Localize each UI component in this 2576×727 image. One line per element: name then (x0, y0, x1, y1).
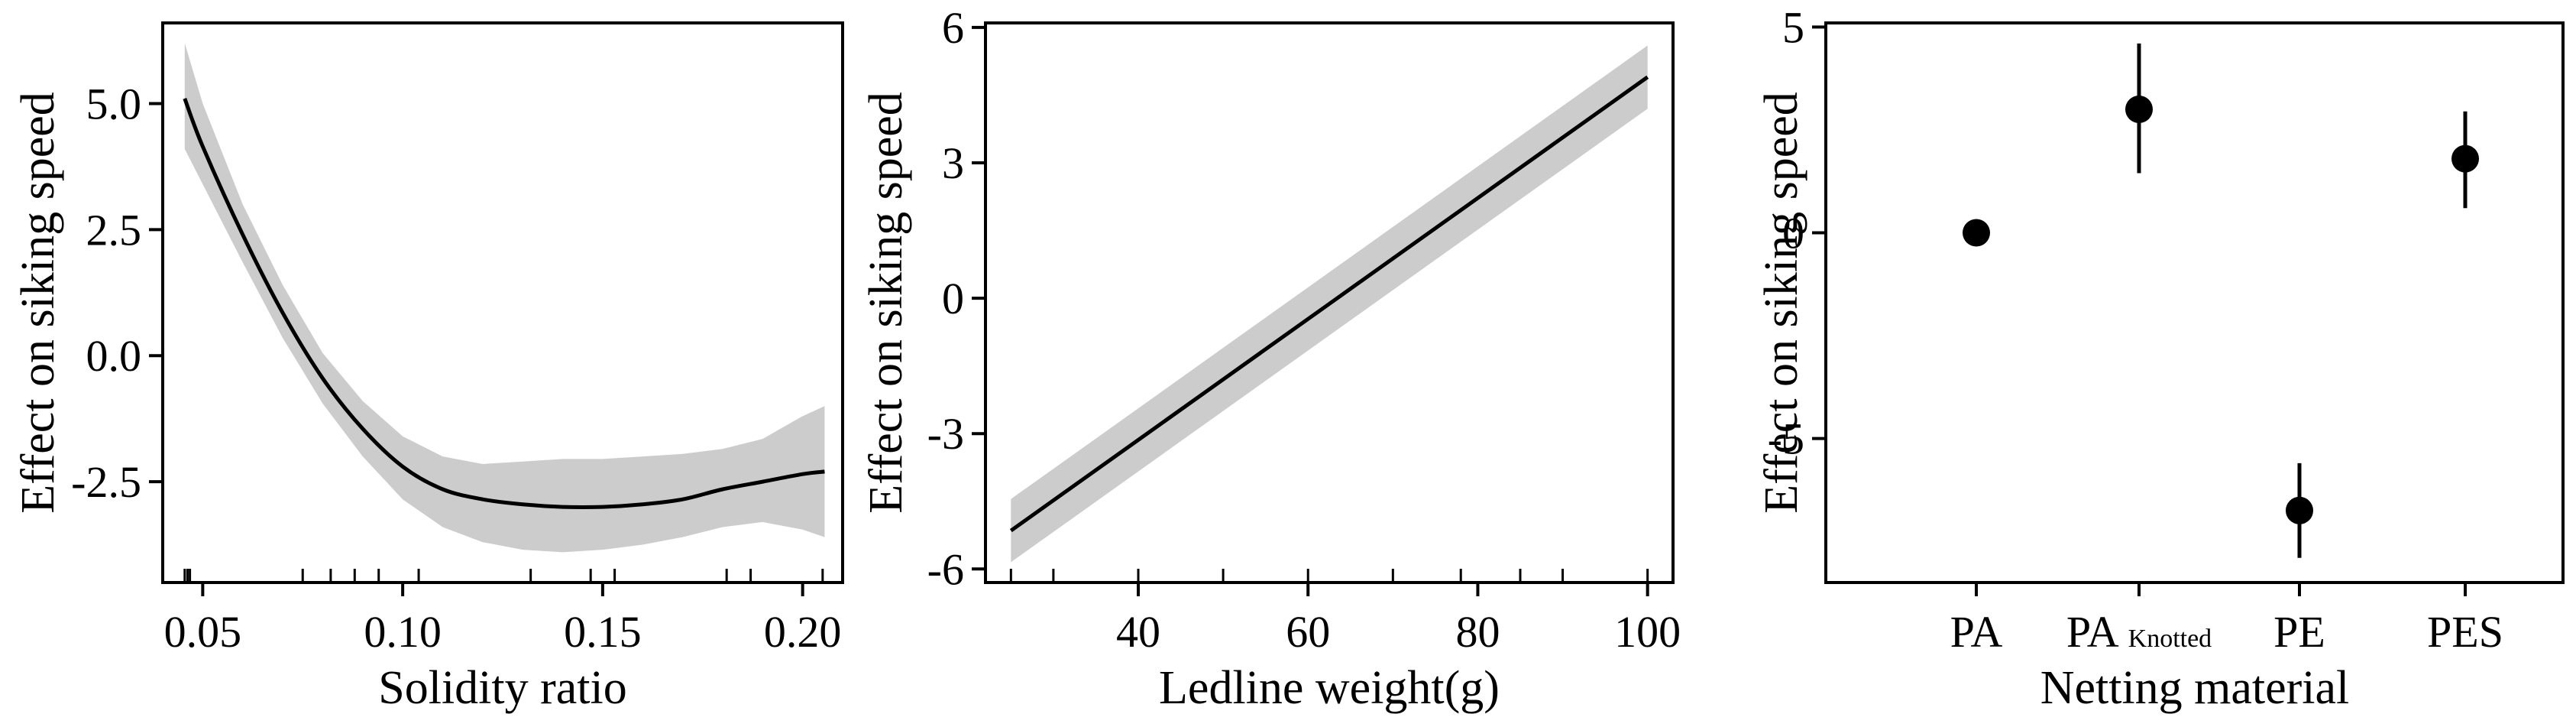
x-tick-label: 60 (1286, 607, 1330, 657)
y-tick-label: -5 (1768, 414, 1804, 464)
y-axis-ticks: 5 0 -5 (1768, 2, 1826, 464)
x-tick-label: 0.10 (364, 607, 442, 657)
x-tick-label: PA Knotted (2066, 607, 2212, 657)
y-tick-label: -3 (927, 409, 964, 459)
panel-solidity-ratio: 0.05 0.10 0.15 0.20 5.0 2.5 0.0 -2.5 Solidity … (12, 21, 844, 714)
y-tick-label: 0.0 (86, 331, 142, 381)
x-axis-ticks: PA PA Knotted PE PES (1950, 583, 2503, 657)
y-tick-label: 3 (942, 138, 964, 188)
y-axis-title: Effect on siking speed (12, 92, 64, 514)
plot-frame (161, 21, 844, 584)
x-tick-label: PES (2427, 607, 2503, 657)
confidence-band (184, 43, 825, 553)
x-tick-label: 0.20 (764, 607, 842, 657)
y-tick-label: 2.5 (86, 205, 142, 255)
y-tick-label: -2.5 (71, 457, 141, 507)
x-tick-label: 80 (1455, 607, 1500, 657)
point-estimates (1963, 43, 2479, 558)
rug-ticks (183, 569, 824, 583)
y-tick-label: 6 (942, 3, 964, 53)
plot-frame (1824, 21, 2565, 584)
x-axis-ticks: 0.05 0.10 0.15 0.20 (164, 583, 842, 657)
point-estimate (2451, 144, 2479, 173)
y-tick-label: -6 (927, 544, 964, 594)
x-axis-ticks: 40 60 80 100 (1116, 583, 1681, 657)
panel-ledline-weight: 40 60 80 100 6 3 0 -3 -6 Ledline weight(g) Effe… (860, 3, 1681, 714)
point-estimate (2286, 496, 2313, 524)
x-tick-label: PA (1950, 607, 2003, 657)
x-tick-label: 40 (1116, 607, 1160, 657)
panel-netting-material: PA PA Knotted PE PES 5 0 -5 Netting material E… (1756, 2, 2565, 714)
rug-ticks (1009, 569, 1649, 583)
x-tick-label: PE (2273, 607, 2325, 657)
x-axis-title: Solidity ratio (378, 662, 627, 714)
point-estimate (1963, 219, 1990, 247)
x-tick-label: 0.15 (564, 607, 642, 657)
effect-line (183, 98, 825, 509)
y-axis-ticks: 5.0 2.5 0.0 -2.5 (71, 80, 163, 507)
point-estimate (2125, 96, 2153, 124)
y-tick-label: 0 (1782, 209, 1804, 258)
x-tick-sublabel: Knotted (2128, 625, 2212, 653)
plot-frame (984, 21, 1675, 584)
y-axis-title: Effect on siking speed (1756, 92, 1807, 514)
y-tick-label: 0 (942, 274, 964, 323)
effect-line (1009, 75, 1649, 533)
x-tick-label: 100 (1614, 607, 1681, 657)
x-axis-title: Netting material (2040, 662, 2350, 714)
y-axis-title: Effect on siking speed (860, 92, 912, 514)
y-tick-label: 5 (1782, 2, 1804, 52)
x-axis-title: Ledline weight(g) (1159, 662, 1500, 714)
y-axis-ticks: 6 3 0 -3 -6 (927, 3, 985, 594)
y-tick-label: 5.0 (86, 80, 142, 129)
x-tick-label: 0.05 (164, 607, 242, 657)
